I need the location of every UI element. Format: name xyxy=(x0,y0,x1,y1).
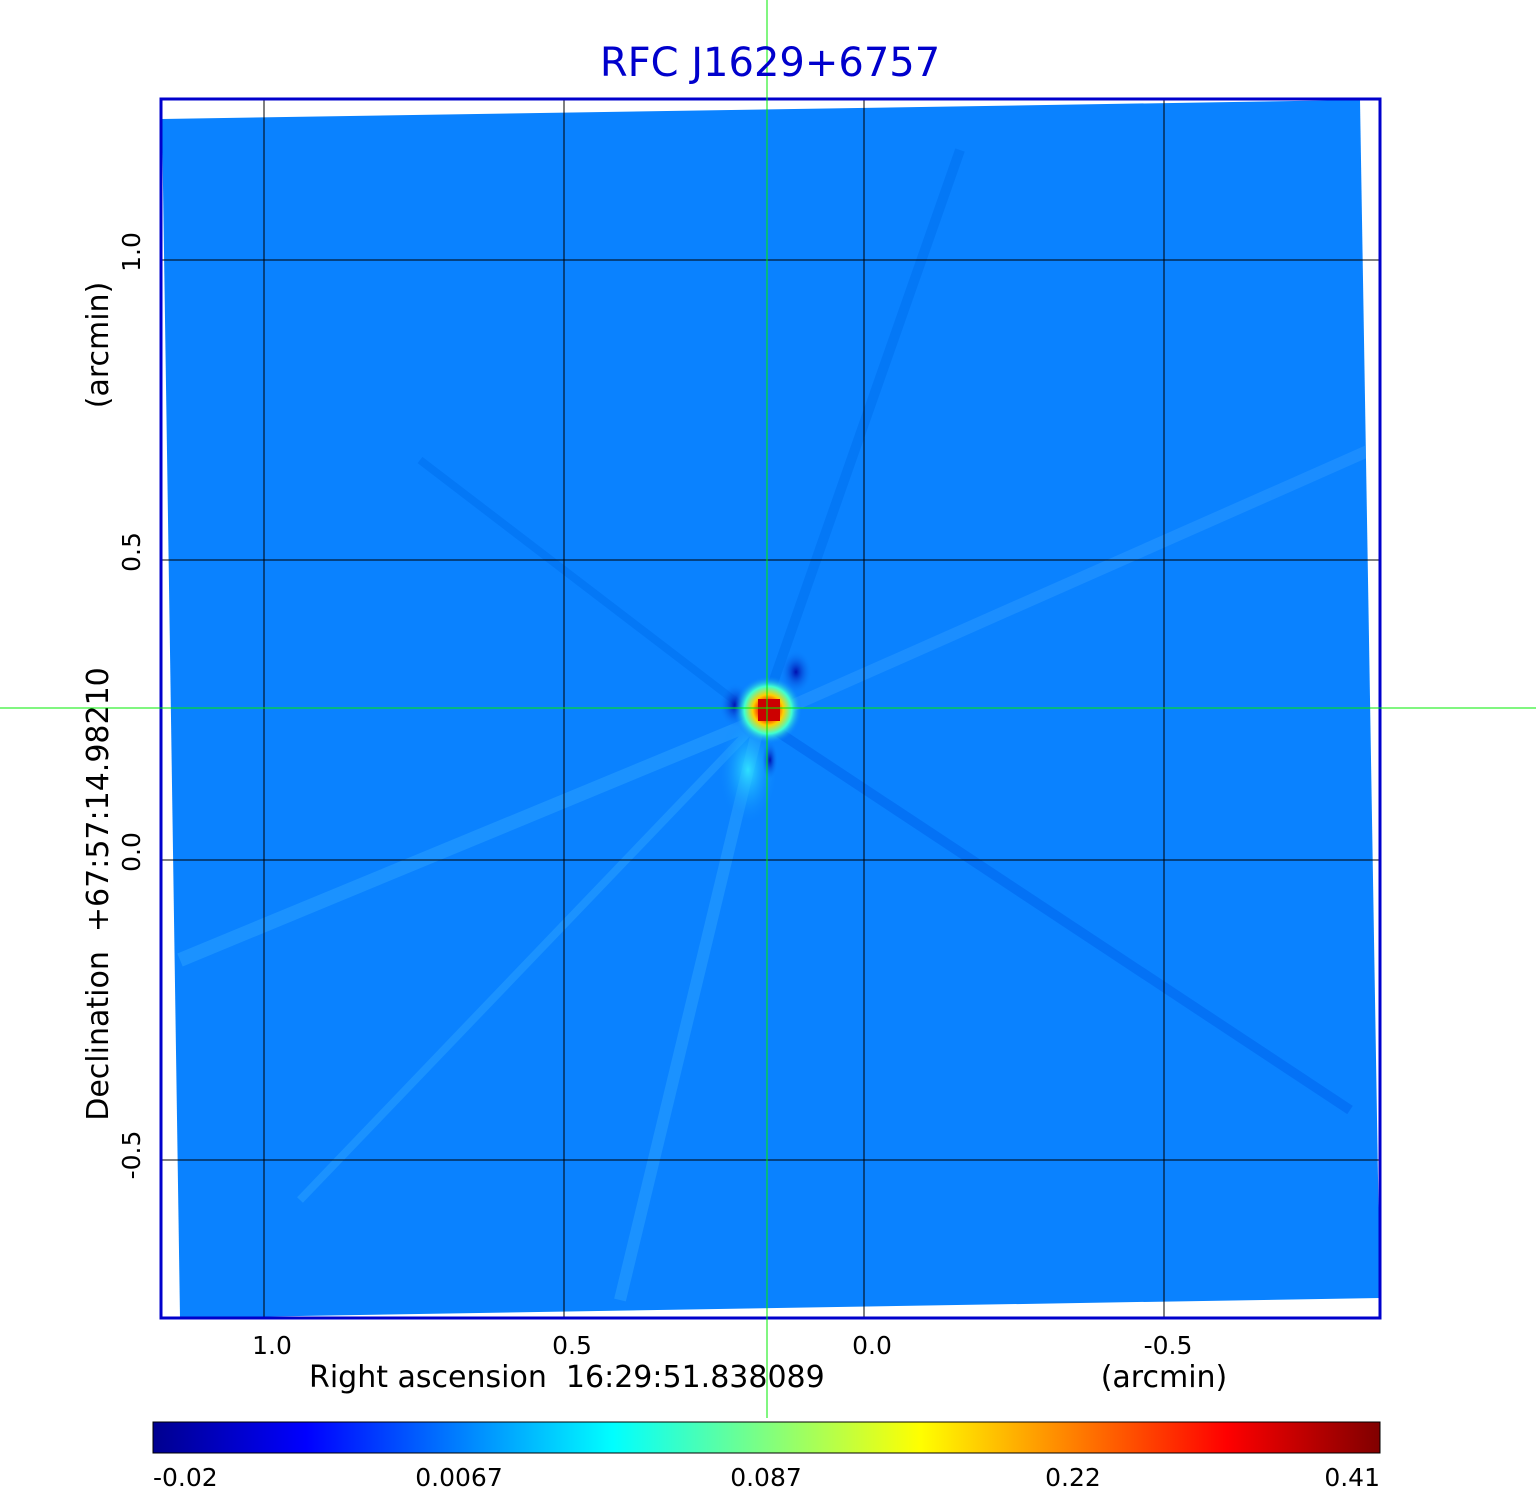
x-tick-labels: 1.0 0.5 0.0 -0.5 xyxy=(252,1331,1192,1360)
colorbar-tick-label: 0.22 xyxy=(1045,1463,1101,1492)
x-tick-label: 0.0 xyxy=(852,1331,892,1360)
colorbar-tick-label: -0.02 xyxy=(153,1463,218,1492)
colorbar-gradient xyxy=(152,1421,1381,1454)
x-tick-label: -0.5 xyxy=(1144,1331,1193,1360)
source-peak xyxy=(758,699,780,721)
y-tick-label: 0.0 xyxy=(117,832,146,872)
colorbar: -0.02 0.0067 0.087 0.22 0.41 xyxy=(152,1421,1381,1492)
colorbar-tick-label: 0.41 xyxy=(1324,1463,1380,1492)
y-tick-label: 0.5 xyxy=(117,532,146,572)
plot-title: RFC J1629+6757 xyxy=(600,40,940,86)
coordinate-grid xyxy=(162,100,1380,1318)
x-axis-unit: (arcmin) xyxy=(1101,1360,1228,1395)
colorbar-tick-label: 0.0067 xyxy=(415,1463,502,1492)
x-axis-label: Right ascension 16:29:51.838089 xyxy=(309,1360,825,1395)
colorbar-tick-label: 0.087 xyxy=(730,1463,802,1492)
crosshair xyxy=(0,0,1536,1418)
image-field xyxy=(162,100,1380,1318)
y-axis-label: Declination +67:57:14.98210 xyxy=(81,667,116,1121)
source-emission xyxy=(718,650,812,825)
y-tick-labels: 1.0 0.5 0.0 -0.5 xyxy=(117,232,146,1179)
x-tick-label: 0.5 xyxy=(552,1331,592,1360)
sidelobe-streaks xyxy=(177,148,1373,1302)
x-tick-label: 1.0 xyxy=(252,1331,292,1360)
y-tick-label: 1.0 xyxy=(117,232,146,272)
y-tick-label: -0.5 xyxy=(117,1131,146,1180)
y-axis-unit: (arcmin) xyxy=(81,282,116,409)
